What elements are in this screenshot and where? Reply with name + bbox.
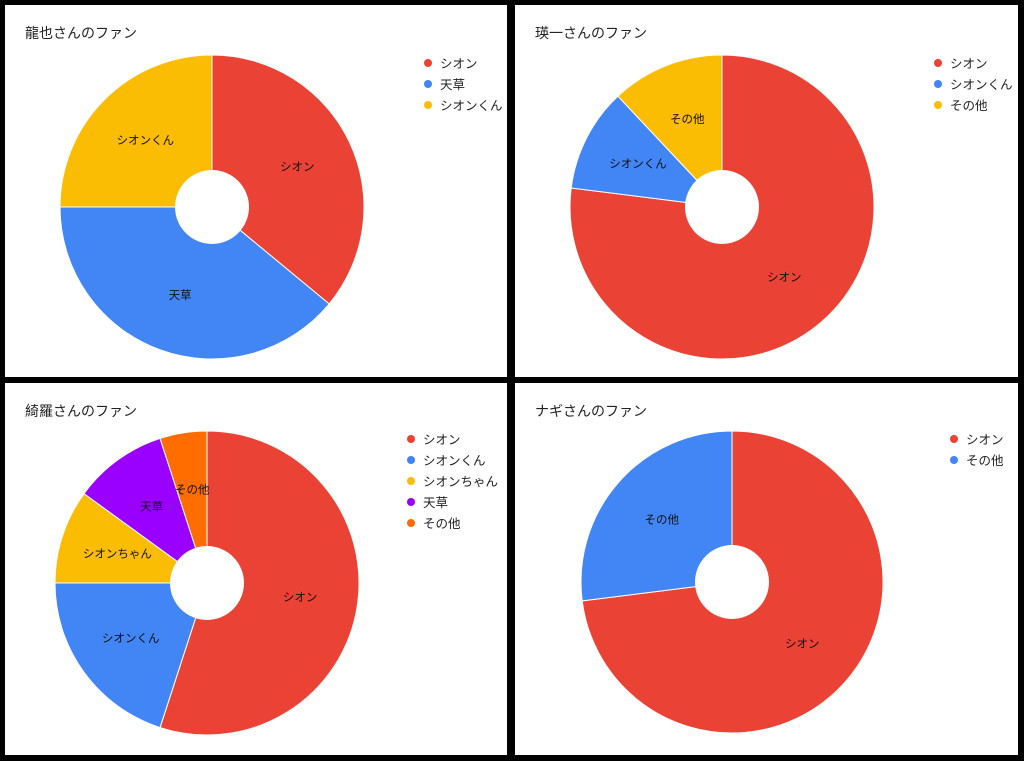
chart-panel: 龍也さんのファン シオン 天草 シオンくん シオン 天草 シオンくん	[5, 5, 507, 377]
legend-swatch	[407, 455, 415, 464]
legend-label: その他	[966, 453, 1004, 468]
legend-item: その他	[407, 512, 498, 533]
chart-title: ナギさんのファン	[535, 404, 647, 420]
chart-panel: ナギさんのファン シオン その他 シオン その他	[515, 383, 1018, 755]
donut-hole	[685, 170, 759, 244]
pie-slice	[159, 430, 360, 736]
chart-panel: 瑛一さんのファン シオン シオンくん その他 シオン シオンくん その他	[515, 5, 1018, 377]
legend-swatch	[424, 79, 432, 88]
legend-item: 天草	[407, 491, 498, 512]
legend-swatch	[407, 476, 415, 485]
pie-slice	[569, 54, 875, 360]
legend-label: シオン	[950, 56, 988, 71]
legend-swatch	[950, 434, 958, 443]
pie-chart: シオン シオンくん その他	[569, 54, 875, 360]
slice-label: シオン	[283, 590, 318, 604]
legend-label: その他	[423, 516, 461, 531]
legend-item: シオン	[407, 428, 498, 449]
legend-item: シオンくん	[934, 73, 1013, 94]
chart-legend: シオン その他	[950, 428, 1004, 470]
pie-slice	[59, 206, 330, 360]
chart-legend: シオン天草シオンくん	[424, 52, 503, 115]
slice-label: その他	[645, 513, 680, 527]
slice-label: シオンくん	[117, 133, 175, 147]
pie-chart: シオン その他	[580, 430, 884, 734]
legend-item: シオン	[424, 52, 503, 73]
legend-label: シオンちゃん	[423, 474, 499, 489]
legend-swatch	[424, 100, 432, 109]
pie-slice	[54, 492, 209, 584]
legend-label: シオンくん	[423, 453, 486, 468]
legend-item: シオンくん	[407, 449, 498, 470]
legend-label: その他	[950, 98, 988, 113]
chart-title: 龍也さんのファン	[25, 26, 137, 42]
pie-slice	[580, 430, 733, 602]
slice-label: シオン	[280, 159, 315, 173]
pie-slice	[211, 54, 365, 305]
legend-item: シオン	[950, 428, 1004, 449]
legend-label: シオンくん	[440, 98, 503, 113]
legend-label: 天草	[423, 495, 449, 510]
legend-swatch	[934, 100, 942, 109]
pie-slice	[159, 430, 208, 584]
slice-label: シオンくん	[102, 631, 160, 645]
legend-swatch	[407, 497, 415, 506]
pie-slice	[570, 95, 724, 208]
pie-slice	[54, 582, 208, 729]
legend-item: その他	[950, 449, 1004, 470]
legend-item: シオンくん	[424, 94, 503, 115]
legend-item: シオン	[934, 52, 1013, 73]
pie-slice	[617, 54, 723, 209]
chart-title: 瑛一さんのファン	[535, 26, 647, 42]
legend-swatch	[934, 79, 942, 88]
donut-hole	[175, 170, 249, 244]
legend-label: シオン	[440, 56, 478, 71]
slice-label: シオンくん	[609, 157, 667, 171]
chart-title: 綺羅さんのファン	[25, 404, 137, 420]
donut-hole	[695, 545, 769, 619]
pie-slice	[59, 54, 213, 208]
chart-panel: 綺羅さんのファン シオン シオンくん シオンちゃん 天草 その他 シオン シオンくん シオン…	[5, 383, 507, 755]
chart-legend: シオンシオンくんシオンちゃん 天草その他	[407, 428, 498, 533]
legend-swatch	[934, 58, 942, 67]
donut-hole	[170, 546, 244, 620]
legend-item: シオンちゃん	[407, 470, 498, 491]
pie-slice	[83, 437, 208, 585]
legend-item: その他	[934, 94, 1013, 115]
slice-label: 天草	[140, 499, 163, 513]
slice-label: 天草	[169, 288, 192, 302]
legend-label: シオン	[966, 432, 1004, 447]
slice-label: シオンちゃん	[83, 546, 152, 560]
legend-swatch	[407, 518, 415, 527]
legend-label: シオンくん	[950, 77, 1013, 92]
legend-label: 天草	[440, 77, 466, 92]
legend-swatch	[407, 434, 415, 443]
chart-legend: シオンシオンくんその他	[934, 52, 1013, 115]
slice-label: その他	[670, 112, 705, 126]
legend-label: シオン	[423, 432, 461, 447]
slice-label: その他	[175, 482, 210, 496]
slice-label: シオン	[785, 636, 820, 650]
legend-swatch	[424, 58, 432, 67]
slice-label: シオン	[767, 270, 802, 284]
legend-swatch	[950, 455, 958, 464]
legend-item: 天草	[424, 73, 503, 94]
